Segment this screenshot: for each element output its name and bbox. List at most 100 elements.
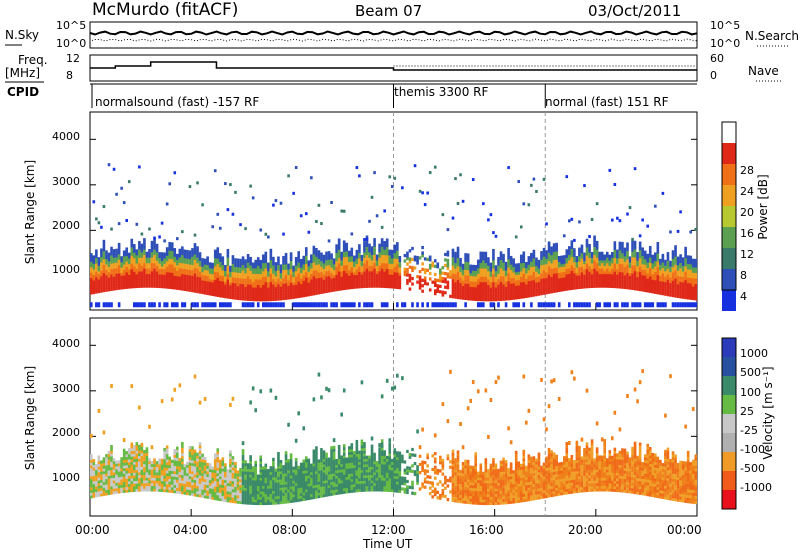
power-cell bbox=[132, 279, 136, 283]
power-cell bbox=[684, 260, 687, 264]
velocity-cell bbox=[206, 465, 209, 469]
power-cell bbox=[593, 281, 596, 286]
velocity-cell bbox=[120, 470, 123, 475]
power-cell bbox=[347, 267, 351, 271]
power-cell bbox=[514, 263, 518, 267]
power-cell bbox=[175, 275, 179, 279]
velocity-cell bbox=[246, 490, 250, 494]
power-cell bbox=[621, 274, 624, 278]
power-cell bbox=[216, 285, 220, 289]
power-cell bbox=[479, 281, 483, 285]
power-cell bbox=[259, 289, 263, 294]
power-cell bbox=[535, 262, 538, 267]
power-cell bbox=[173, 264, 177, 268]
power-cell bbox=[504, 294, 508, 298]
power-cell bbox=[234, 288, 237, 292]
power-cell bbox=[654, 204, 657, 208]
power-cell bbox=[654, 263, 657, 267]
power-cell bbox=[532, 255, 536, 259]
power-cell bbox=[249, 265, 252, 269]
power-cell bbox=[487, 273, 490, 277]
power-cell bbox=[158, 273, 161, 278]
velocity-cell bbox=[203, 492, 207, 496]
power-cell bbox=[398, 264, 402, 268]
velocity-ytick-4000: 4000 bbox=[52, 337, 80, 350]
power-cell bbox=[188, 250, 192, 254]
velocity-cell bbox=[127, 450, 131, 455]
power-cell bbox=[274, 289, 278, 293]
velocity-cell bbox=[145, 447, 149, 451]
velocity-cell bbox=[241, 462, 245, 467]
power-cell bbox=[664, 289, 667, 294]
power-cell bbox=[186, 258, 189, 262]
power-cell bbox=[618, 249, 622, 254]
velocity-cell bbox=[261, 477, 265, 481]
power-cell bbox=[530, 258, 533, 262]
power-cell bbox=[155, 271, 159, 275]
velocity-cell bbox=[115, 463, 118, 467]
power-cell bbox=[231, 255, 235, 259]
velocity-cell bbox=[107, 456, 111, 460]
velocity-cell bbox=[163, 483, 166, 487]
velocity-cell bbox=[244, 471, 247, 475]
power-cell bbox=[277, 281, 280, 285]
power-cell bbox=[289, 287, 293, 292]
power-cell bbox=[342, 243, 346, 247]
power-cell bbox=[671, 285, 675, 289]
velocity-cell bbox=[173, 490, 177, 494]
velocity-cell bbox=[112, 466, 116, 470]
power-cell bbox=[148, 270, 151, 275]
power-cell bbox=[547, 282, 551, 286]
velocity-cell bbox=[229, 461, 232, 465]
power-cell bbox=[636, 302, 639, 308]
velocity-cell bbox=[256, 493, 260, 497]
power-cell bbox=[347, 275, 351, 279]
velocity-cell bbox=[92, 494, 96, 498]
power-cell bbox=[213, 302, 217, 308]
power-cell bbox=[547, 255, 551, 259]
velocity-cell bbox=[173, 476, 177, 480]
power-cell bbox=[691, 266, 695, 271]
power-cell bbox=[292, 191, 295, 195]
velocity-cell bbox=[203, 476, 207, 480]
power-cell bbox=[512, 258, 515, 262]
velocity-cell bbox=[216, 461, 220, 466]
velocity-cell bbox=[213, 475, 217, 479]
power-cell bbox=[393, 244, 397, 248]
power-cell bbox=[535, 268, 538, 272]
power-cell bbox=[327, 278, 331, 282]
power-cell bbox=[370, 276, 374, 280]
power-cell bbox=[552, 262, 556, 266]
power-cell bbox=[621, 266, 624, 270]
velocity-cell bbox=[158, 469, 161, 473]
power-cell bbox=[183, 279, 187, 283]
velocity-cell bbox=[140, 485, 144, 489]
power-cell bbox=[522, 289, 526, 293]
power-cell bbox=[471, 272, 475, 277]
velocity-cell bbox=[229, 477, 232, 481]
power-cell bbox=[127, 263, 131, 267]
velocity-cell bbox=[175, 487, 179, 491]
power-cell bbox=[638, 255, 642, 259]
xtick-4: 16:00 bbox=[469, 523, 504, 537]
power-cell bbox=[269, 281, 273, 285]
velocity-cell bbox=[193, 457, 197, 461]
power-cell bbox=[153, 257, 156, 261]
velocity-cell bbox=[130, 475, 134, 479]
power-cell bbox=[211, 270, 214, 275]
velocity-cell bbox=[143, 480, 146, 484]
power-cell bbox=[398, 269, 402, 273]
power-cell bbox=[274, 283, 278, 288]
power-cell bbox=[345, 248, 349, 252]
power-cell bbox=[120, 256, 123, 260]
power-cell bbox=[312, 275, 316, 280]
velocity-cell bbox=[183, 464, 187, 468]
power-cell bbox=[150, 302, 154, 308]
velocity-cell bbox=[92, 464, 96, 468]
power-cell bbox=[198, 290, 202, 294]
power-cell bbox=[358, 244, 361, 248]
velocity-cell bbox=[160, 399, 164, 404]
power-cell bbox=[186, 274, 189, 278]
power-cell bbox=[294, 166, 298, 170]
power-cell bbox=[284, 291, 288, 295]
